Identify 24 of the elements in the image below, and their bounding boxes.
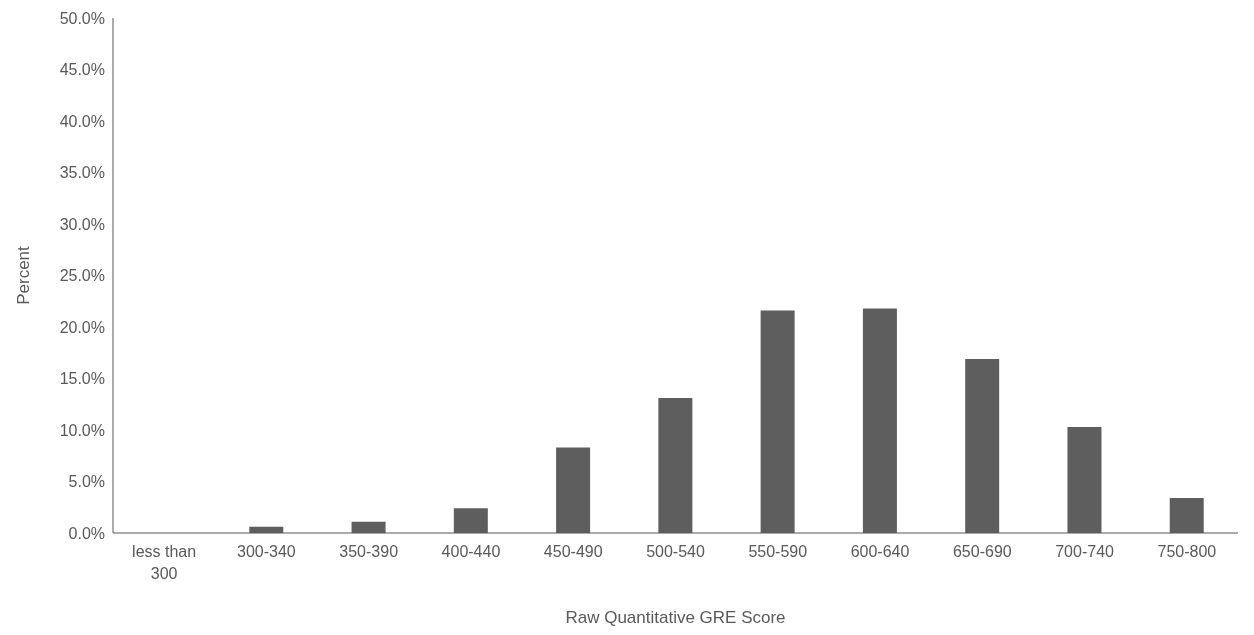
y-tick-label: 45.0% — [59, 61, 105, 79]
y-tick-label: 10.0% — [59, 421, 105, 439]
x-axis-title: Raw Quantitative GRE Score — [565, 608, 786, 627]
y-tick-label: 40.0% — [59, 112, 105, 130]
x-tick-label: 400-440 — [441, 543, 501, 560]
y-tick-label: 0.0% — [68, 524, 105, 542]
x-tick-label: 750-800 — [1157, 543, 1217, 560]
y-tick-label: 15.0% — [59, 370, 105, 388]
y-tick-label: 5.0% — [68, 473, 105, 491]
y-axis-title: Percent — [14, 245, 34, 305]
x-tick-label: 350-390 — [339, 543, 399, 560]
x-tick-label: 650-690 — [952, 543, 1012, 560]
x-tick-label: 550-590 — [748, 543, 808, 560]
x-tick-label: 600-640 — [850, 543, 910, 560]
y-tick-label: 30.0% — [59, 215, 105, 233]
y-tick-label: 20.0% — [59, 318, 105, 336]
x-tick-label: 700-740 — [1055, 543, 1115, 560]
x-tick-label: 300-340 — [237, 543, 296, 560]
x-tick-label: 450-490 — [543, 543, 603, 560]
y-tick-label: 50.0% — [59, 9, 105, 27]
y-tick-label: 35.0% — [59, 164, 105, 182]
x-tick-label: 500-540 — [646, 543, 705, 560]
y-tick-label: 25.0% — [59, 267, 105, 285]
x-tick-label: less than 300 — [132, 543, 197, 582]
